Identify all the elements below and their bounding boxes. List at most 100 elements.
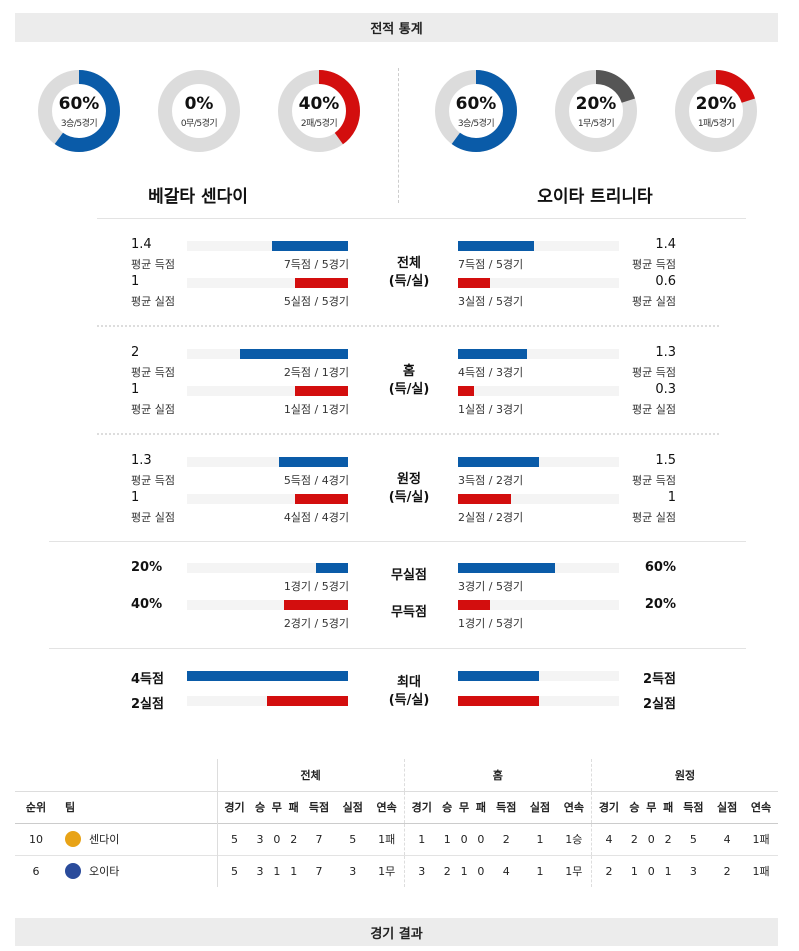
- dotted-divider: [97, 433, 719, 435]
- max-score-value-home: 4득점: [131, 672, 164, 687]
- concede-bar-away-track: [458, 278, 619, 288]
- donut-record: 3승/5경기: [60, 119, 98, 129]
- col-4: 득점: [496, 801, 517, 814]
- donut-record: 0무/5경기: [180, 119, 218, 129]
- score-bar-away-fill: [458, 349, 527, 359]
- cell-away-3: 2: [664, 832, 672, 846]
- donut-percent: 60%: [58, 94, 100, 114]
- cell-away-6: 1패: [752, 833, 770, 846]
- rank: 6: [32, 864, 40, 878]
- score-bar-away-fill: [458, 241, 534, 251]
- cell-away-5: 4: [723, 832, 731, 846]
- stat-group-subtitle: (득/실): [388, 274, 430, 289]
- cell-away-2: 0: [647, 832, 655, 846]
- no-score-label: 무득점: [391, 605, 427, 620]
- avg-concede-label-home: 평균 실점: [131, 403, 175, 416]
- avg-score-label-away: 평균 득점: [632, 366, 676, 379]
- donut-arc: [555, 70, 637, 152]
- score-bar-home-track: [187, 349, 348, 359]
- table-row: 10 센다이 5 3 0 2 7 5 1패 1 1 0 0 2 1 1승 4 2 0 2 5 4 1패: [15, 823, 778, 855]
- avg-score-value-away: 1.5: [655, 453, 676, 468]
- max-label: 최대 (득/실): [369, 674, 449, 710]
- group-header-home: 홈: [404, 759, 592, 791]
- team-divider: [398, 68, 399, 203]
- rank: 10: [29, 832, 43, 846]
- cell-away-2: 0: [647, 864, 655, 878]
- score-caption-home: 5득점 / 4경기: [283, 474, 349, 487]
- score-bar-home-track: [187, 241, 348, 251]
- cell-home-1: 1: [443, 832, 451, 846]
- score-bar-away-track: [458, 457, 619, 467]
- concede-bar-away-fill: [458, 278, 490, 288]
- col-rank: 순위: [25, 801, 47, 814]
- cell-all-0: 5: [231, 864, 239, 878]
- donut-loss-home: 40% 2패/5경기: [276, 68, 362, 154]
- col-5: 실점: [342, 801, 363, 814]
- avg-concede-label-away: 평균 실점: [632, 295, 676, 308]
- col-3: 패: [663, 801, 674, 814]
- group-header-away: 원정: [674, 768, 696, 782]
- max-score-bar-home-track: [187, 671, 348, 681]
- score-bar-away-track: [458, 241, 619, 251]
- score-bar-home-track: [187, 457, 348, 467]
- team-name-home: 베갈타 센다이: [148, 187, 248, 207]
- avg-score-label-away: 평균 득점: [632, 474, 676, 487]
- concede-bar-away-fill: [458, 494, 511, 504]
- cell-home-6: 1승: [556, 823, 592, 855]
- team-name: 오이타: [89, 865, 120, 879]
- donut-draw-home: 0% 0무/5경기: [156, 68, 242, 154]
- clean-sheet-bar-away-track: [458, 563, 619, 573]
- concede-bar-away-fill: [458, 386, 474, 396]
- concede-bar-away-track: [458, 386, 619, 396]
- stat-group-label: 홈 (득/실): [369, 363, 449, 399]
- col-0: 경기: [598, 801, 620, 814]
- donut-record: 1무/5경기: [577, 119, 615, 129]
- cell-home-2: 0: [460, 832, 468, 846]
- avg-score-value-away: 1.3: [655, 345, 676, 360]
- cell-all-2: 1: [273, 864, 281, 878]
- divider: [49, 648, 746, 649]
- max-concede-bar-home-fill: [267, 696, 348, 706]
- score-caption-away: 4득점 / 3경기: [458, 366, 524, 379]
- cell-home-0: 1: [418, 832, 426, 846]
- cell-away-1: 2: [630, 832, 638, 846]
- group-header-all: 전체: [217, 759, 405, 791]
- cell-home-3: 0: [477, 864, 485, 878]
- avg-concede-label-home: 평균 실점: [131, 511, 175, 524]
- donut-percent: 20%: [695, 94, 737, 114]
- donut-record: 1패/5경기: [697, 119, 735, 129]
- cell-home-0: 3: [418, 864, 426, 878]
- no-score-value-home: 40%: [131, 597, 163, 612]
- col-2: 무: [459, 801, 470, 814]
- max-score-bar-home-fill: [187, 671, 348, 681]
- score-bar-home-fill: [279, 457, 348, 467]
- max-title: 최대: [397, 675, 421, 690]
- max-score-value-away: 2득점: [643, 672, 676, 687]
- clean-sheet-label: 무실점: [391, 568, 427, 583]
- divider: [49, 541, 746, 542]
- cell-home-1: 2: [443, 864, 451, 878]
- col-1: 승: [629, 801, 640, 814]
- donut-loss-away: 20% 1패/5경기: [673, 68, 759, 154]
- stat-group-label: 전체 (득/실): [369, 255, 449, 291]
- table-row: 6 오이타 5 3 1 1 7 3 1무 3 2 1 0 4 1 1무 2 1 0 1 3 2 1패: [15, 855, 778, 887]
- standings-table: 전체 홈 원정 순위 팀 경기 승 무 패 득점 실점 연속 경기 승 무 패 득점 실점 연속 경기 승 무 패 득점…: [15, 759, 778, 887]
- donut-win-home: 60% 3승/5경기: [36, 68, 122, 154]
- concede-bar-home-fill: [295, 494, 348, 504]
- stat-group-title: 전체: [397, 256, 421, 271]
- team-name: 센다이: [89, 833, 120, 846]
- cell-home-6: 1무: [556, 855, 592, 887]
- no-score-caption-home: 2경기 / 5경기: [283, 617, 349, 630]
- team-emblem-icon: [65, 831, 81, 847]
- concede-bar-home-track: [187, 386, 348, 396]
- clean-sheet-bar-home-track: [187, 563, 348, 573]
- no-score-caption-away: 1경기 / 5경기: [458, 617, 524, 630]
- cell-all-4: 7: [315, 864, 323, 878]
- col-5: 실점: [717, 801, 738, 814]
- avg-concede-value-home: 1: [131, 274, 140, 289]
- concede-caption-away: 1실점 / 3경기: [458, 403, 524, 416]
- stats-section-title: 전적 통계: [370, 22, 423, 37]
- team-name-away: 오이타 트리니타: [537, 187, 653, 207]
- donut-percent: 40%: [298, 94, 340, 114]
- max-concede-value-away: 2실점: [643, 697, 676, 712]
